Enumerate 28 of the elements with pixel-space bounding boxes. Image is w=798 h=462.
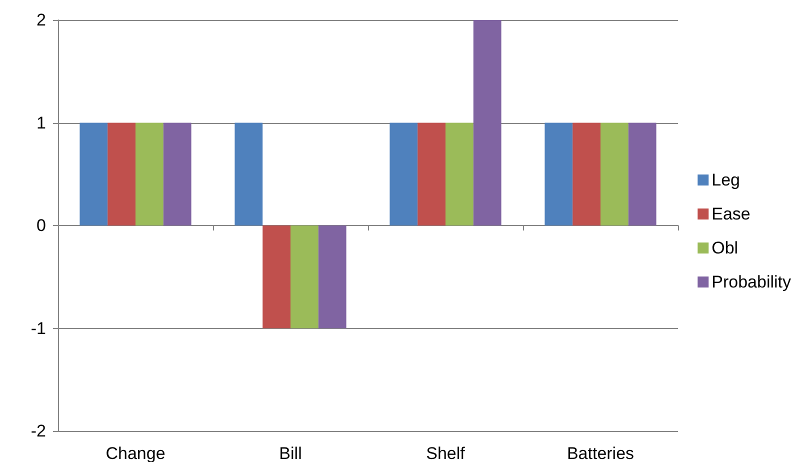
bar [262, 226, 290, 328]
y-tick-label: 0 [36, 216, 46, 235]
y-tick-label: -2 [30, 422, 46, 440]
bar [390, 122, 418, 226]
bar [136, 122, 164, 226]
x-tick-label: Batteries [566, 444, 634, 462]
bar [572, 122, 600, 226]
y-tick-label: 1 [36, 113, 46, 132]
bar [290, 226, 318, 328]
y-tick-label: -1 [30, 318, 46, 338]
legend-label: Ease [712, 204, 750, 224]
bar [600, 122, 628, 226]
bar [163, 122, 192, 226]
bar [544, 122, 573, 226]
bar [108, 122, 136, 226]
bar [418, 122, 446, 226]
bar [628, 122, 656, 226]
legend-label: Probability [712, 272, 792, 292]
bar [473, 20, 502, 226]
legend-label: Leg [712, 170, 740, 190]
y-tick-label: 2 [36, 10, 46, 30]
x-tick-label: Shelf [426, 444, 466, 462]
bar [446, 122, 474, 226]
x-tick-label: Bill [279, 444, 302, 462]
bar [80, 122, 108, 226]
legend-label: Obl [712, 238, 738, 258]
bar [318, 226, 346, 328]
bar [234, 122, 263, 226]
